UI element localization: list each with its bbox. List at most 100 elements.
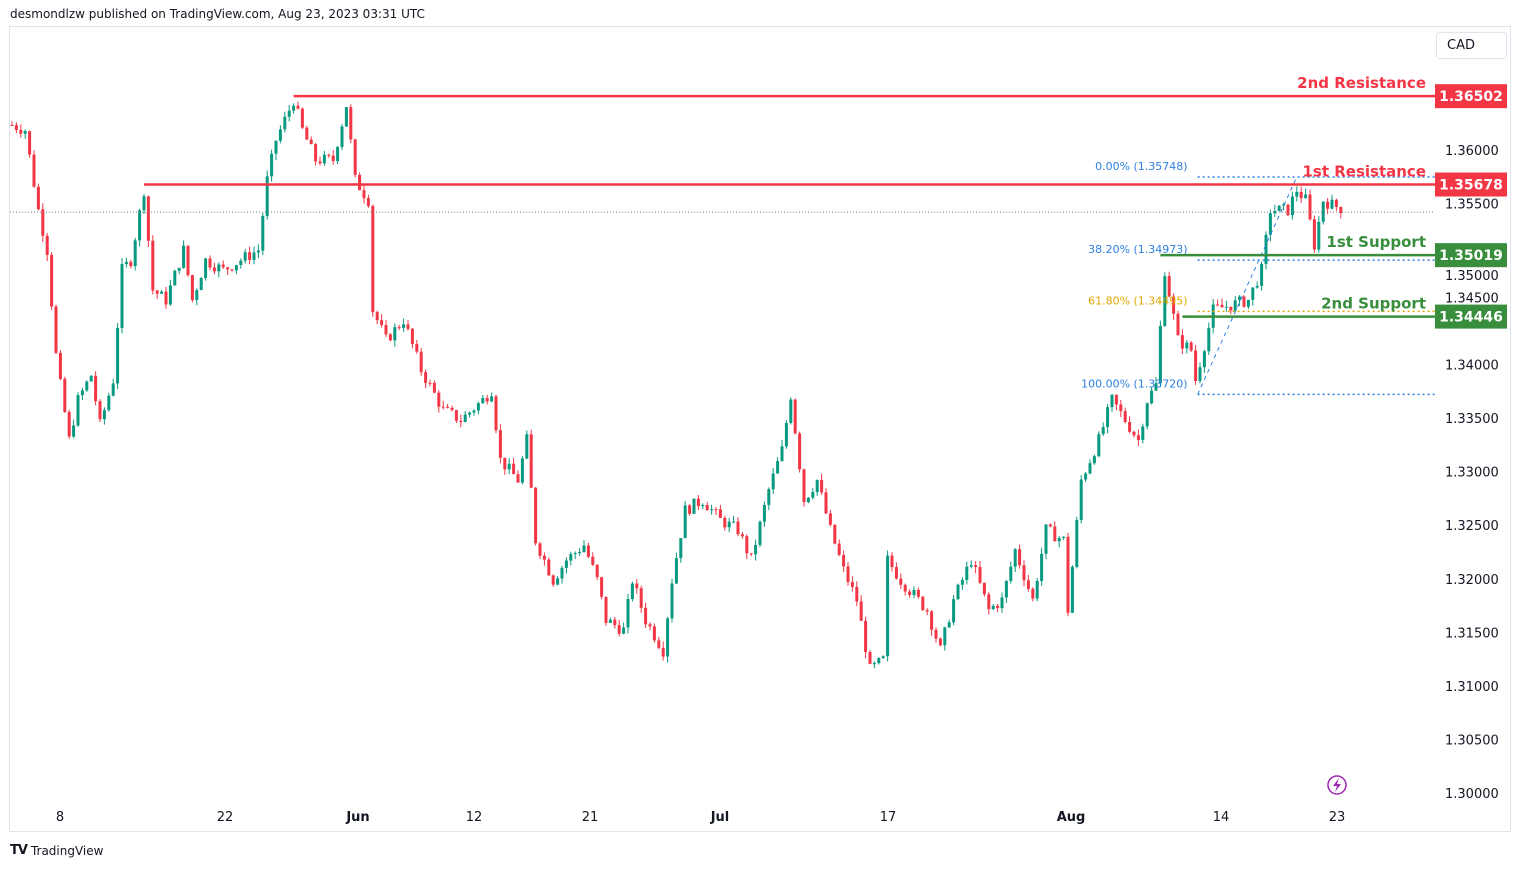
candle-body — [974, 565, 978, 568]
candle-body — [160, 291, 164, 294]
candle-body — [767, 489, 771, 505]
candle-body — [274, 140, 278, 154]
candle-body — [490, 396, 494, 402]
x-tick-label: 23 — [1329, 810, 1346, 825]
candle-body — [771, 473, 775, 490]
candle-body — [991, 605, 995, 610]
candle-body — [1004, 580, 1008, 598]
candle-body — [894, 567, 898, 579]
candle-body — [714, 509, 718, 511]
candle-body — [362, 190, 366, 199]
candle-body — [868, 651, 872, 664]
candle-body — [560, 567, 564, 579]
candle-body — [987, 594, 991, 610]
fib-level-label: 100.00% (1.33720) — [1081, 377, 1188, 390]
candle-body — [1150, 390, 1154, 404]
candle-body — [14, 125, 18, 130]
candle-body — [899, 578, 903, 585]
candle-body — [1251, 287, 1255, 300]
candle-body — [270, 153, 274, 177]
candle-body — [120, 264, 124, 329]
level-name: 2nd Resistance — [1297, 74, 1426, 92]
candle-body — [446, 406, 450, 408]
candle-body — [459, 420, 463, 423]
candle-body — [1268, 213, 1272, 235]
candle-body — [402, 324, 406, 328]
candle-body — [155, 290, 159, 294]
candle-body — [331, 155, 335, 162]
candle-body — [648, 624, 652, 627]
candle-body — [736, 521, 740, 535]
candle-body — [1180, 335, 1184, 349]
candle-body — [85, 381, 89, 391]
candle-body — [925, 609, 929, 612]
candle-body — [727, 521, 731, 528]
candle-body — [542, 555, 546, 560]
candle-body — [776, 460, 780, 474]
candle-body — [833, 524, 837, 544]
candle-body — [164, 291, 168, 305]
candle-body — [19, 129, 23, 134]
candle-body — [265, 176, 269, 217]
candle-body — [300, 108, 304, 128]
x-tick-label: 17 — [880, 810, 897, 825]
candle-body — [1224, 306, 1228, 308]
candle-body — [670, 583, 674, 619]
candle-body — [349, 107, 353, 140]
candle-body — [969, 565, 973, 567]
candle-body — [1000, 597, 1004, 609]
candle-body — [512, 463, 516, 475]
candle-body — [1128, 421, 1132, 432]
candle-body — [463, 414, 467, 423]
candle-body — [481, 398, 485, 404]
candle-body — [679, 538, 683, 559]
candle-body — [666, 618, 670, 657]
candle-body — [41, 209, 45, 236]
alert-lightning-icon[interactable] — [1327, 775, 1347, 795]
candle-body — [116, 328, 120, 384]
levels: 0.00% (1.35748) 38.20% (1.34973) 61.80% (1… — [10, 74, 1507, 396]
candle-body — [432, 382, 436, 393]
candle-body — [573, 552, 577, 555]
x-tick-label: 12 — [466, 810, 483, 825]
candle-body — [556, 578, 560, 585]
time-axis: 8 22 Jun 12 21 Jul 17 Aug 14 23 — [56, 810, 1345, 825]
candle-body — [494, 396, 498, 431]
candle-body — [1101, 427, 1105, 435]
level-price-badge — [1435, 172, 1507, 197]
candle-body — [1233, 300, 1237, 311]
candle-body — [749, 553, 753, 555]
candle-body — [780, 446, 784, 461]
candle-body — [622, 627, 626, 634]
candle-body — [740, 534, 744, 537]
x-tick-label: Jul — [710, 810, 730, 825]
y-tick-label: 1.33000 — [1445, 466, 1499, 481]
tradingview-logo: TV TradingView — [10, 843, 103, 858]
candle-body — [551, 575, 555, 585]
candle-body — [1084, 473, 1088, 480]
candle-body — [1246, 299, 1250, 307]
candle-body — [644, 607, 648, 625]
candle-body — [520, 458, 524, 483]
currency-button[interactable]: CAD — [1436, 32, 1507, 59]
candle-body — [692, 498, 696, 514]
candle-body — [1286, 204, 1290, 216]
candle-body — [507, 463, 511, 470]
y-tick-label: 1.30500 — [1445, 734, 1499, 749]
candle-body — [732, 521, 736, 523]
candle-body — [802, 469, 806, 503]
candle-body — [1044, 524, 1048, 554]
candle-body — [529, 434, 533, 488]
candle-body — [344, 107, 348, 127]
candle-body — [94, 375, 98, 402]
candle-body — [1330, 199, 1334, 209]
candle-body — [1220, 304, 1224, 308]
candle-body — [353, 139, 357, 175]
candle-body — [173, 270, 177, 286]
candle-body — [1304, 194, 1308, 199]
y-tick-label: 1.35000 — [1445, 269, 1499, 284]
candle-body — [1132, 431, 1136, 436]
candle-body — [1119, 404, 1123, 412]
candle-body — [1079, 479, 1083, 520]
